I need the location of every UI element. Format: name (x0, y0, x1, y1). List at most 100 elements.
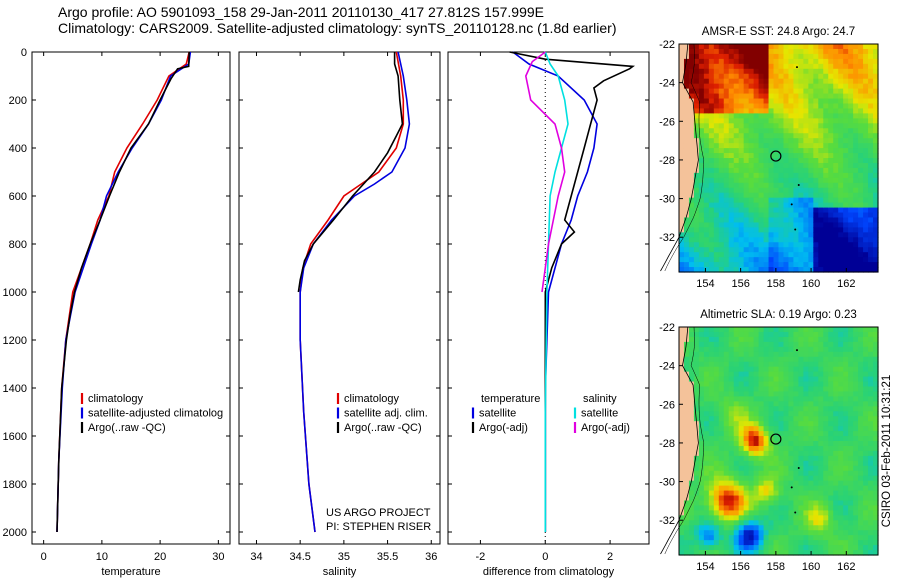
map-cell (798, 411, 804, 417)
map-cell (679, 470, 685, 477)
map-cell (813, 202, 819, 209)
map-cell (768, 381, 775, 388)
map-cell (808, 361, 814, 368)
map-cell (723, 187, 730, 194)
map-cell (698, 411, 705, 417)
map-cell (853, 78, 859, 85)
map-cell (708, 500, 715, 507)
map-cell (733, 465, 740, 472)
map-cell (873, 550, 879, 556)
map-cell (783, 257, 790, 263)
map-cell (803, 267, 809, 273)
map-cell (823, 123, 829, 129)
map-cell (713, 445, 720, 452)
map-cell (778, 401, 785, 407)
map-cell (838, 177, 844, 184)
map-cell (873, 406, 879, 412)
map-cell (738, 63, 745, 70)
map-cell (808, 441, 814, 447)
map-cell (753, 465, 760, 472)
map-cell (858, 550, 864, 556)
map-cell (713, 455, 720, 462)
map-cell (818, 351, 824, 358)
map-cell (818, 327, 824, 333)
map-cell (838, 515, 844, 521)
map-cell (798, 232, 804, 238)
map-cell (679, 222, 685, 228)
map-cell (688, 327, 695, 333)
map-cell (753, 118, 760, 124)
map-cell (693, 232, 700, 238)
map-cell (743, 441, 750, 447)
map-cell (713, 495, 720, 502)
map-cell (778, 396, 785, 402)
map-cell (768, 167, 775, 174)
map-cell (703, 48, 710, 55)
map-cell (828, 58, 834, 65)
map-cell (778, 172, 785, 179)
map-cell (778, 48, 785, 55)
map-cell (863, 426, 869, 432)
map-cell (813, 247, 819, 253)
map-cell (683, 431, 690, 437)
map-cell (773, 530, 780, 536)
map-cell (693, 361, 700, 368)
map-cell (828, 545, 834, 551)
map-cell (853, 480, 859, 487)
map-cell (803, 465, 809, 472)
map-cell (748, 510, 755, 516)
map-cell (848, 182, 854, 189)
map-cell (838, 445, 844, 452)
map-cell (848, 252, 854, 258)
map-cell (823, 207, 829, 214)
map-cell (833, 197, 839, 204)
map-cell (728, 187, 735, 194)
map-cell (823, 505, 829, 511)
map-cell (793, 470, 799, 477)
map-cell (718, 431, 725, 437)
map-cell (808, 58, 814, 65)
map-cell (783, 436, 790, 442)
map-cell (853, 485, 859, 492)
map-cell (868, 162, 874, 169)
map-cell (753, 327, 760, 333)
map-cell (813, 222, 819, 228)
map-cell (713, 426, 720, 432)
map-cell (833, 401, 839, 407)
map-cell (803, 68, 809, 75)
map-cell (808, 167, 814, 174)
map-cell (823, 217, 829, 224)
map-cell (693, 212, 700, 219)
map-cell (748, 182, 755, 189)
map-cell (833, 445, 839, 452)
map-cell (758, 540, 765, 546)
map-cell (803, 550, 809, 556)
map-cell (808, 123, 814, 129)
map-cell (808, 505, 814, 511)
map-cell (808, 162, 814, 169)
map-cell (728, 162, 735, 169)
map-cell (838, 73, 844, 80)
map-cell (813, 495, 819, 502)
map-cell (833, 470, 839, 477)
map-cell (683, 530, 690, 536)
map-cell (753, 436, 760, 442)
map-cell (778, 500, 785, 507)
map-cell (738, 118, 745, 124)
map-cell (838, 535, 844, 541)
map-cell (693, 485, 700, 492)
map-cell (679, 396, 685, 402)
map-cell (818, 366, 824, 373)
map-cell (688, 177, 695, 184)
map-cell (683, 267, 690, 273)
map-cell (788, 401, 795, 407)
map-cell (783, 421, 790, 427)
map-cell (728, 227, 735, 233)
map-cell (728, 495, 735, 502)
map-cell (838, 267, 844, 273)
map-cell (823, 44, 829, 50)
map-cell (683, 421, 690, 427)
map-cell (768, 391, 775, 397)
map-cell (858, 520, 864, 526)
map-cell (848, 212, 854, 219)
